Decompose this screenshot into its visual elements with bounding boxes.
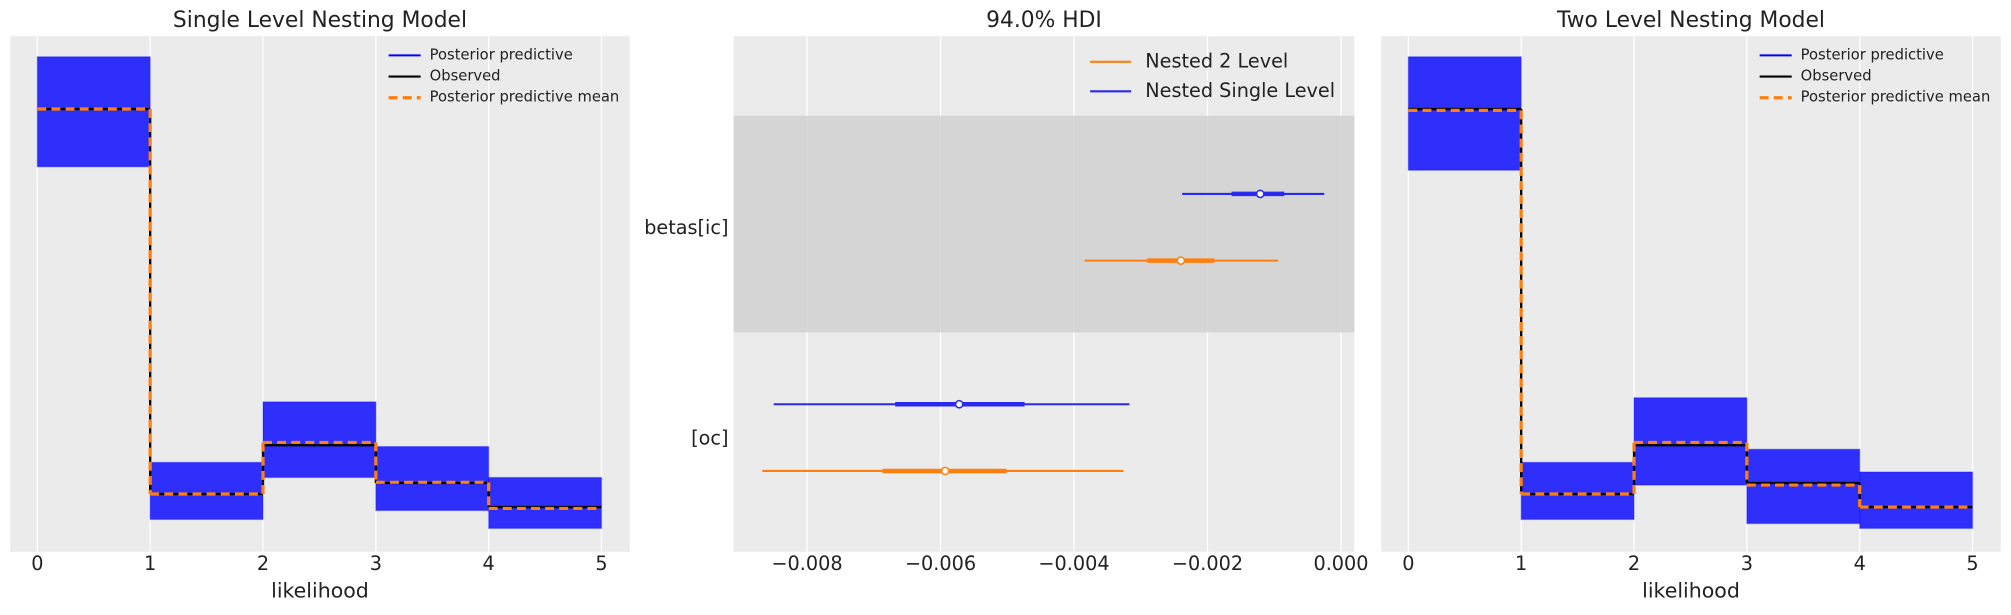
- ppc-band: [149, 461, 264, 521]
- mean-point: [940, 466, 950, 476]
- x-tick-label: 0: [1402, 552, 1414, 575]
- ppc-band: [36, 56, 151, 168]
- chart-title: Two Level Nesting Model: [1556, 8, 1825, 33]
- x-tick-label: 1: [144, 552, 156, 575]
- x-tick-label: 3: [1741, 552, 1753, 575]
- x-tick-label: 2: [257, 552, 269, 575]
- legend-label: Observed: [1801, 68, 1872, 85]
- x-tick-label: −0.006: [905, 552, 976, 575]
- x-tick-label: 2: [1628, 552, 1640, 575]
- ppc-band: [375, 445, 490, 512]
- x-tick-label: −0.004: [1038, 552, 1109, 575]
- legend-label: Nested 2 Level: [1145, 49, 1288, 72]
- legend-label: Posterior predictive: [430, 46, 573, 63]
- ppc-band: [1520, 461, 1635, 521]
- chart-title: Single Level Nesting Model: [173, 8, 467, 33]
- x-axis-label: likelihood: [271, 579, 369, 603]
- legend-label: Nested Single Level: [1145, 79, 1335, 102]
- x-tick-label: 1: [1515, 552, 1527, 575]
- x-tick-label: 0.000: [1313, 552, 1368, 575]
- legend-label: Observed: [430, 68, 501, 85]
- x-tick-label: 5: [595, 552, 607, 575]
- x-tick-label: 4: [1854, 552, 1866, 575]
- chart-title: 94.0% HDI: [986, 8, 1102, 33]
- x-tick-label: −0.008: [771, 552, 842, 575]
- ppc-band: [488, 476, 603, 530]
- x-axis-label: likelihood: [1642, 579, 1740, 603]
- x-tick-label: 4: [483, 552, 495, 575]
- x-tick-label: 3: [370, 552, 382, 575]
- mean-point: [1255, 189, 1265, 199]
- y-tick-label: betas[ic]: [644, 216, 728, 239]
- x-tick-label: 5: [1966, 552, 1978, 575]
- row-shade: [733, 115, 1355, 333]
- mean-point: [954, 399, 964, 409]
- legend-label: Posterior predictive mean: [430, 89, 620, 106]
- x-tick-label: 0: [31, 552, 43, 575]
- y-tick-label: [oc]: [691, 426, 728, 449]
- legend-label: Posterior predictive: [1801, 46, 1944, 63]
- legend-label: Posterior predictive mean: [1801, 89, 1991, 106]
- ppc-band: [1407, 56, 1522, 171]
- ppc-band: [262, 401, 377, 479]
- mean-point: [1176, 256, 1186, 265]
- x-tick-label: −0.002: [1172, 552, 1243, 575]
- ppc-band: [1859, 471, 1974, 530]
